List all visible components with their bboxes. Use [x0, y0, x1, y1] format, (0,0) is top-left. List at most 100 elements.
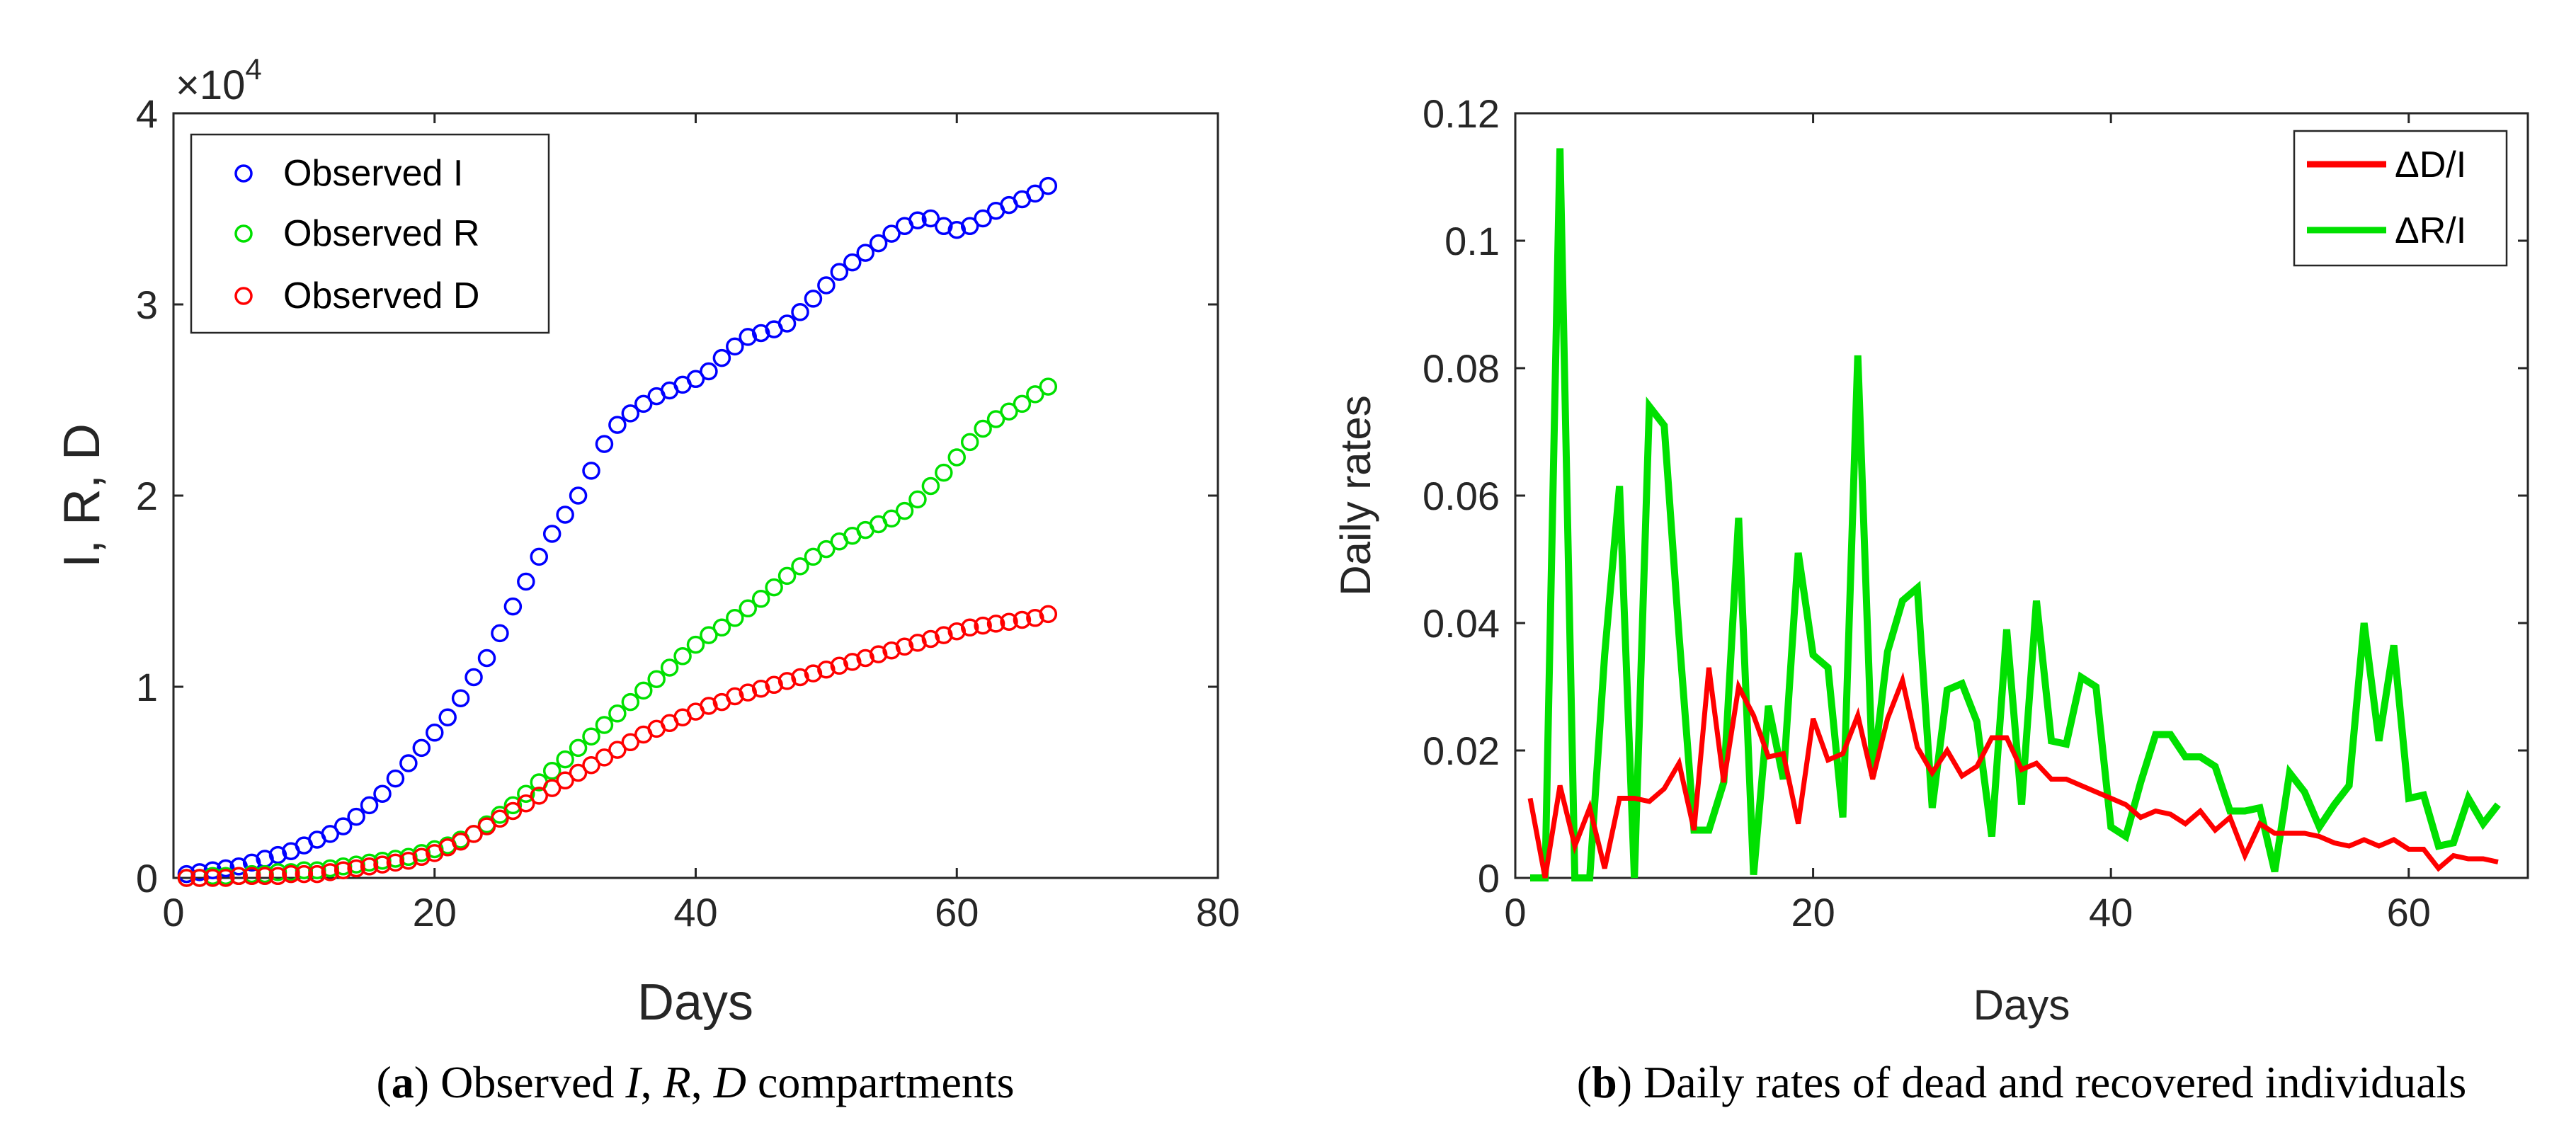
- point-observed-i: [856, 244, 874, 262]
- point-observed-i: [268, 845, 287, 864]
- point-observed-r: [777, 566, 797, 586]
- point-observed-d: [974, 616, 992, 635]
- point-observed-d: [347, 859, 365, 878]
- point-observed-r: [804, 547, 823, 566]
- point-observed-d: [777, 672, 797, 690]
- point-observed-r: [1026, 385, 1044, 404]
- legend-label-observed-r: Observed R: [283, 213, 479, 254]
- point-observed-d: [726, 687, 744, 706]
- panel-b-axes-box: [1514, 112, 2529, 879]
- point-observed-r: [947, 448, 966, 467]
- point-observed-d: [399, 851, 418, 870]
- point-observed-r: [517, 784, 535, 803]
- y-tick-label: 4: [136, 91, 158, 136]
- point-observed-d: [921, 629, 940, 649]
- point-observed-r: [595, 716, 614, 734]
- point-observed-r: [608, 704, 627, 723]
- point-observed-d: [465, 825, 483, 843]
- point-observed-i: [491, 624, 509, 643]
- panel-a-legend: Observed I Observed R Observed D: [190, 133, 550, 334]
- point-observed-r: [673, 647, 692, 666]
- point-observed-i: [517, 572, 535, 591]
- point-observed-i: [817, 276, 836, 295]
- point-observed-d: [256, 867, 274, 886]
- y-tick-label: 2: [136, 474, 158, 518]
- point-observed-r: [700, 626, 718, 644]
- point-observed-d: [947, 622, 966, 641]
- point-observed-i: [777, 314, 797, 333]
- point-observed-r: [569, 738, 588, 758]
- panel-a-caption: (a) Observed I, R, D compartments: [376, 1057, 1014, 1107]
- point-observed-d: [190, 869, 209, 887]
- legend-marker-observed-r: [234, 224, 253, 243]
- legend-label-delta-d: ΔD/I: [2395, 144, 2466, 185]
- y-tick-label: 0.04: [1423, 601, 1500, 646]
- x-tick-label: 20: [413, 890, 457, 935]
- point-observed-r: [739, 599, 757, 618]
- point-observed-d: [817, 660, 836, 679]
- point-observed-r: [660, 658, 679, 677]
- point-observed-i: [960, 217, 979, 236]
- point-observed-i: [426, 724, 444, 742]
- point-observed-r: [974, 419, 992, 438]
- panel-b-ylabel: Daily rates: [1332, 395, 1379, 595]
- panel-b: 0 20 40 60 0 0.02 0.04 0.06 0.08 0.1 0.12 Days Dai…: [1332, 91, 2529, 1107]
- panel-b-caption: (b) Daily rates of dead and recovered in…: [1577, 1057, 2466, 1107]
- point-observed-i: [921, 209, 940, 228]
- point-observed-d: [295, 864, 314, 884]
- x-tick-label: 80: [1196, 890, 1240, 935]
- point-observed-i: [726, 337, 744, 356]
- point-observed-i: [751, 324, 770, 343]
- x-tick-label: 0: [1504, 890, 1526, 935]
- panel-a-xlabel: Days: [637, 974, 753, 1031]
- point-observed-d: [986, 615, 1005, 633]
- point-observed-i: [229, 857, 248, 876]
- point-observed-r: [1013, 394, 1032, 413]
- point-observed-d: [621, 733, 640, 752]
- point-observed-r: [647, 670, 666, 688]
- point-observed-r: [751, 590, 770, 608]
- point-observed-d: [477, 817, 496, 835]
- point-observed-r: [712, 618, 731, 637]
- point-observed-r: [1039, 377, 1058, 396]
- point-observed-r: [882, 509, 901, 528]
- point-observed-d: [503, 801, 523, 821]
- point-observed-d: [582, 755, 600, 775]
- point-observed-i: [386, 769, 405, 788]
- point-observed-i: [569, 486, 588, 505]
- y-tick-label: 1: [136, 665, 158, 709]
- point-observed-i: [542, 525, 562, 543]
- point-observed-d: [242, 867, 261, 886]
- legend-label-observed-i: Observed I: [283, 153, 463, 194]
- y-tick-label: 0.12: [1423, 91, 1500, 136]
- point-observed-i: [621, 404, 640, 423]
- point-observed-d: [282, 864, 300, 884]
- point-observed-r: [621, 692, 640, 712]
- point-observed-i: [608, 416, 627, 434]
- series-line-delta-d-i: [1527, 667, 2499, 879]
- x-tick-label: 60: [935, 890, 979, 935]
- point-observed-d: [935, 626, 953, 644]
- point-observed-i: [739, 328, 757, 346]
- point-observed-i: [477, 649, 496, 668]
- point-observed-i: [347, 807, 365, 826]
- point-observed-i: [830, 263, 849, 281]
- point-observed-r: [791, 557, 809, 576]
- series-line-delta-r-i: [1530, 148, 2501, 881]
- point-observed-i: [935, 217, 953, 236]
- point-observed-i: [712, 348, 731, 367]
- panel-a-ylabel: I, R, D: [54, 423, 110, 568]
- point-observed-d: [334, 861, 353, 879]
- point-observed-i: [686, 370, 705, 389]
- x-tick-label: 40: [2089, 890, 2133, 935]
- point-observed-d: [556, 771, 574, 790]
- point-observed-d: [360, 857, 379, 876]
- point-observed-i: [217, 859, 235, 878]
- point-observed-r: [960, 433, 979, 452]
- point-observed-d: [791, 668, 809, 687]
- point-observed-i: [908, 211, 927, 229]
- point-observed-d: [517, 794, 535, 813]
- x-tick-label: 20: [1791, 890, 1835, 935]
- point-observed-i: [595, 435, 614, 453]
- point-observed-i: [412, 738, 431, 758]
